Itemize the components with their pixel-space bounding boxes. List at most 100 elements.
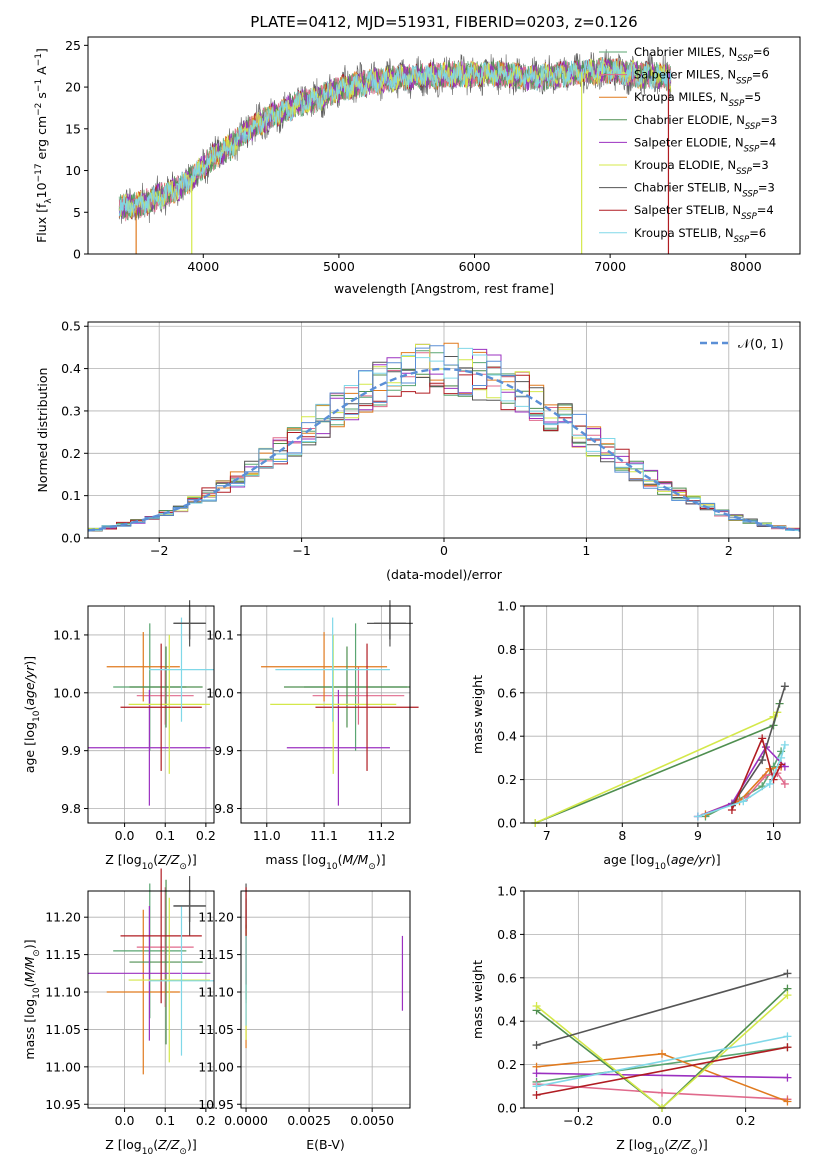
x-tick-label: 0.1 — [155, 1113, 175, 1128]
weight-line-salpeter_elodie — [697, 745, 786, 818]
x-tick-label: 0.0 — [115, 1113, 135, 1128]
x-axis-label: E(B-V) — [306, 1137, 345, 1152]
x-tick-label: 2 — [725, 543, 733, 558]
weight-marker — [777, 753, 786, 762]
age_weight-frame — [523, 605, 801, 824]
errorbar-kroupa_elodie — [128, 634, 210, 774]
weight-line-chabrier_stelib — [536, 972, 788, 1046]
errorbar-salpeter_miles — [136, 887, 194, 1007]
x-tick-label: 8000 — [730, 259, 762, 274]
weight-marker — [783, 991, 792, 1000]
x-tick-label: −2 — [150, 543, 168, 558]
y-tick-label: 0.6 — [497, 685, 517, 700]
weight-marker — [532, 1002, 541, 1011]
y-tick-label: 10.95 — [45, 1097, 81, 1112]
y-tick-label: 11.10 — [198, 985, 234, 1000]
z_mass-axes: 0.0 0.1 0.2 10.95 11.00 11.05 11.10 11.15 11.20 — [45, 891, 216, 1128]
histogram-blue — [88, 345, 800, 531]
ebv_mass-axes: 0.0000 0.0025 0.0050 10.95 11.00 11.05 11.10 11… — [198, 891, 410, 1128]
errorbar-kroupa_miles — [106, 632, 180, 702]
weight-marker — [532, 1082, 541, 1091]
residuals-axes: −2 −1 0 1 2 0.0 0.1 0.2 0.3 0.4 0.5 — [61, 319, 800, 558]
y-tick-label: 10 — [65, 163, 81, 178]
legend-label: Chabrier STELIB, NSSP=3 — [634, 181, 775, 200]
errorbar-salpeter_miles — [312, 666, 405, 725]
legend-label: Salpeter ELODIE, NSSP=4 — [634, 135, 776, 154]
weight-marker — [758, 734, 767, 743]
weight-line-salpeter_stelib — [731, 735, 782, 811]
weight-line-salpeter_elodie — [536, 1072, 788, 1079]
y-tick-label: 1.0 — [497, 884, 517, 899]
errorbar-salpeter_miles — [136, 666, 194, 725]
x-tick-label: 0.0025 — [287, 1113, 331, 1128]
x-tick-label: 1 — [582, 543, 590, 558]
y-tick-label: 9.9 — [214, 743, 234, 758]
mass_age-frame — [240, 605, 411, 824]
weight-marker — [783, 969, 792, 978]
weight-line-salpeter_stelib — [536, 1046, 788, 1096]
x-axis-label: age [log10(age/yr)] — [603, 852, 720, 872]
x-tick-label: 7 — [543, 828, 551, 843]
x-axis-label: Z [log10(Z/Z⊙)] — [616, 1137, 707, 1157]
mass_age-axes: 11.0 11.1 11.2 9.8 9.9 10.0 10.1 — [206, 606, 410, 843]
y-axis-label: mass weight — [470, 960, 485, 1039]
errorbar-salpeter_stelib — [315, 643, 419, 771]
z_age-plot — [88, 600, 214, 806]
spectrum-frame — [87, 36, 801, 255]
y-tick-label: 0.2 — [497, 772, 517, 787]
y-tick-label: 5 — [73, 205, 81, 220]
y-tick-label: 11.00 — [198, 1059, 234, 1074]
y-tick-label: 0.0 — [497, 816, 517, 831]
x-axis-label: mass [log10(M/M⊙)] — [265, 852, 385, 872]
y-tick-label: 11.10 — [45, 985, 81, 1000]
y-tick-label: 0.6 — [497, 970, 517, 985]
x-tick-label: 0 — [440, 543, 448, 558]
weight-marker — [765, 779, 774, 788]
normal-curve — [87, 367, 801, 532]
y-axis-label: Normed distribution — [35, 368, 50, 493]
weight-line-kroupa_stelib — [536, 1035, 788, 1088]
x-axis-label: Z [log10(Z/Z⊙)] — [105, 852, 196, 872]
weight-marker — [532, 1090, 541, 1099]
y-tick-label: 0.8 — [497, 927, 517, 942]
z_weight-frame — [523, 890, 801, 1109]
y-tick-label: 20 — [65, 80, 81, 95]
spectrum-line-kroupa_stelib — [118, 57, 672, 217]
legend-label: Salpeter MILES, NSSP=6 — [634, 68, 769, 87]
y-tick-label: 11.05 — [45, 1022, 81, 1037]
weight-marker — [783, 1032, 792, 1041]
y-tick-label: 0.5 — [61, 319, 81, 334]
x-tick-label: 0.2 — [196, 828, 216, 843]
y-tick-label: 0.2 — [61, 446, 81, 461]
y-tick-label: 0.0 — [497, 1101, 517, 1116]
y-axis-label: mass [log10(M/M⊙)] — [22, 939, 42, 1059]
y-tick-label: 15 — [65, 121, 81, 136]
y-tick-label: 10.95 — [198, 1097, 234, 1112]
y-tick-label: 0.4 — [497, 729, 517, 744]
x-tick-label: 0.1 — [155, 828, 175, 843]
x-tick-label: 11.0 — [253, 828, 281, 843]
z_mass-plot — [88, 868, 214, 1075]
y-tick-label: 9.8 — [61, 801, 81, 816]
y-axis-label: age [log10(age/yr)] — [22, 656, 42, 773]
y-tick-label: 11.20 — [45, 910, 81, 925]
x-tick-label: 0.0050 — [350, 1113, 394, 1128]
x-tick-label: 11.2 — [367, 828, 395, 843]
errorbar-kroupa_miles — [261, 632, 388, 702]
x-tick-label: −1 — [292, 543, 310, 558]
x-tick-label: −0.2 — [563, 1113, 593, 1128]
spectrum-axes: 4000 5000 6000 7000 8000 0 5 10 15 20 25 — [65, 38, 762, 274]
x-axis-label: Z [log10(Z/Z⊙)] — [105, 1137, 196, 1157]
x-tick-label: 9 — [694, 828, 702, 843]
y-tick-label: 9.8 — [214, 801, 234, 816]
y-axis-label: mass weight — [470, 675, 485, 754]
z_age-frame — [87, 605, 215, 824]
weight-marker — [739, 797, 748, 806]
x-tick-label: 11.1 — [310, 828, 338, 843]
errorbar-chabrier_elodie — [129, 879, 203, 1045]
y-tick-label: 11.20 — [198, 910, 234, 925]
spectrum-plot — [118, 49, 672, 254]
errorbar-kroupa_stelib — [148, 905, 214, 1056]
y-tick-label: 10.1 — [206, 627, 234, 642]
